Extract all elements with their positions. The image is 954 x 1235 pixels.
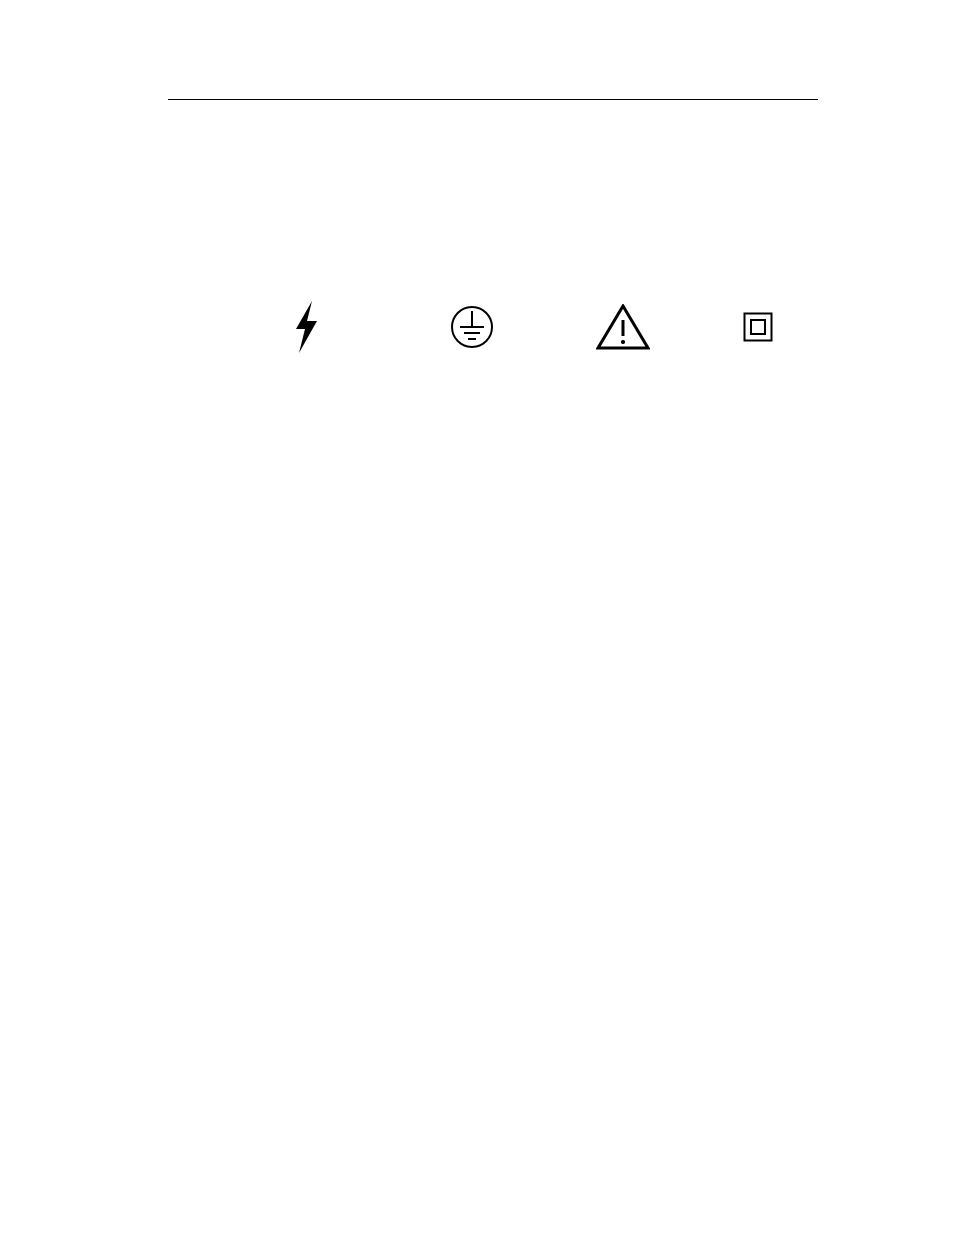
double-insulated-icon [743, 312, 773, 347]
safety-icons-row [168, 304, 818, 354]
high-voltage-icon [290, 301, 322, 358]
horizontal-rule [168, 99, 818, 100]
warning-caution-icon [596, 304, 650, 355]
protective-ground-icon [450, 305, 494, 354]
